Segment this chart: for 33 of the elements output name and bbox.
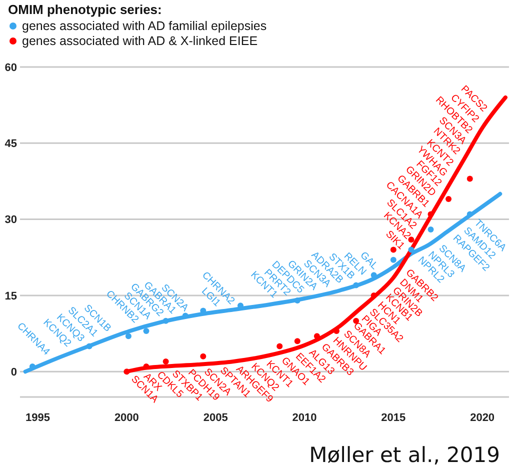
y-tick-label: 45: [4, 138, 17, 150]
y-tick-label: 30: [4, 214, 17, 226]
point: [182, 312, 188, 319]
point: [370, 292, 377, 298]
legend-title: OMIM phenotypic series:: [8, 2, 163, 17]
point: [428, 226, 434, 232]
point: [466, 211, 473, 218]
x-tick-label: 2000: [114, 412, 139, 424]
legend-label: genes associated with AD & X-linked EIEE: [22, 34, 258, 48]
x-tick-label: 2020: [470, 412, 495, 424]
point: [353, 282, 360, 288]
y-tick-label: 0: [10, 366, 17, 379]
legend-label: genes associated with AD familial epilepsies: [22, 18, 267, 32]
point: [125, 333, 132, 340]
point: [294, 338, 300, 344]
point: [446, 196, 452, 202]
point: [200, 353, 206, 360]
point: [86, 343, 92, 350]
y-tick-label: 15: [4, 290, 17, 302]
point: [162, 358, 169, 364]
point: [276, 343, 283, 350]
point: [390, 256, 396, 263]
x-tick-label: 1995: [26, 412, 50, 424]
point: [162, 318, 169, 324]
x-tick-label: 2005: [203, 412, 228, 424]
point: [408, 246, 414, 253]
y-tick-label: 60: [4, 62, 17, 74]
text: Møller et al., 2019: [309, 443, 500, 467]
x-tick-label: 2010: [292, 412, 317, 424]
point: [466, 176, 473, 182]
x-tick-label: 2015: [381, 412, 406, 424]
point: [124, 368, 130, 375]
point: [143, 328, 150, 334]
